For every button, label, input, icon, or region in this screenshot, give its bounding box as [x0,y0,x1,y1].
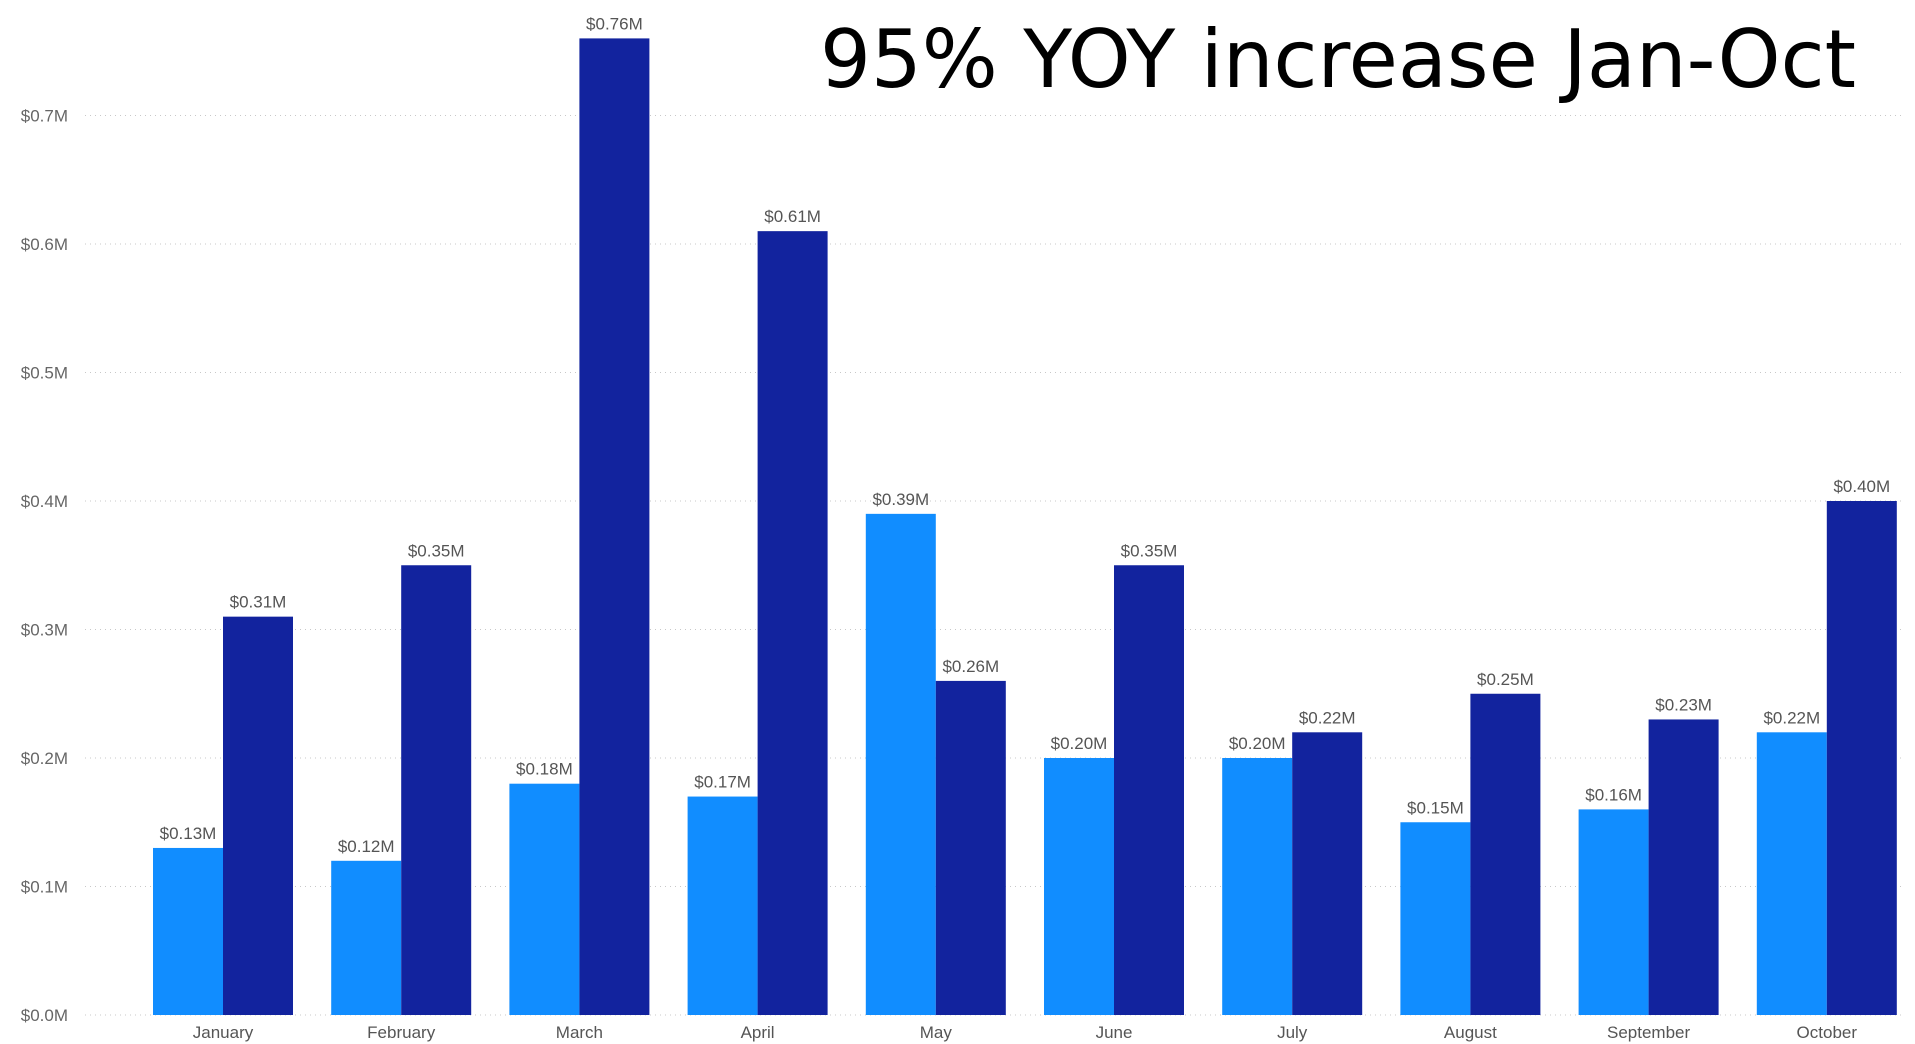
data-label: $0.17M [694,773,751,792]
data-label: $0.76M [586,14,643,33]
bar-january-series-1 [153,847,223,1015]
data-label: $0.16M [1585,785,1642,804]
data-label: $0.20M [1051,734,1108,753]
y-tick-label: $0.4M [21,492,68,511]
data-labels: $0.13M $0.31M $0.12M $0.35M $0.18M $0.76M $0.1… [160,14,1891,855]
x-category-label: March [556,1023,603,1042]
x-category-label: April [741,1023,775,1042]
bar-july-series-1 [1222,758,1293,1015]
bar-june-series-2 [1114,565,1184,1015]
bar-august-series-1 [1400,822,1471,1015]
y-axis: $0.0M $0.1M $0.2M $0.3M $0.4M $0.5M $0.6M $0.7M [21,107,68,1026]
chart-title: 95% YOY increase Jan-Oct [820,13,1856,106]
y-tick-label: $0.1M [21,878,68,897]
bar-october-series-1 [1756,732,1827,1015]
data-label: $0.61M [764,207,821,226]
x-category-label: October [1797,1023,1858,1042]
y-tick-label: $0.6M [21,235,68,254]
x-axis: January February March April May June July Augu… [193,1023,1858,1042]
data-label: $0.18M [516,760,573,779]
data-label: $0.22M [1763,708,1820,727]
x-category-label: June [1096,1023,1133,1042]
bars [153,38,1897,1015]
bar-march-series-1 [509,783,580,1015]
y-tick-label: $0.7M [21,107,68,126]
bar-january-series-2 [223,616,293,1015]
bar-september-series-1 [1578,809,1649,1015]
bar-april-series-1 [687,796,758,1015]
bar-august-series-2 [1470,693,1541,1015]
y-tick-label: $0.2M [21,749,68,768]
data-label: $0.15M [1407,798,1464,817]
bar-february-series-2 [401,565,472,1015]
data-label: $0.40M [1833,477,1890,496]
bar-september-series-2 [1648,719,1719,1015]
x-category-label: August [1444,1023,1497,1042]
bar-april-series-2 [757,231,828,1015]
data-label: $0.13M [160,824,217,843]
data-label: $0.25M [1477,670,1534,689]
bar-june-series-1 [1044,758,1114,1015]
data-label: $0.39M [872,490,929,509]
data-label: $0.20M [1229,734,1286,753]
y-tick-label: $0.0M [21,1006,68,1025]
bar-february-series-1 [331,860,402,1015]
data-label: $0.35M [408,541,465,560]
x-category-label: January [193,1023,254,1042]
x-category-label: May [920,1023,953,1042]
bar-july-series-2 [1292,732,1363,1015]
y-tick-label: $0.5M [21,364,68,383]
bar-october-series-2 [1826,501,1897,1015]
data-label: $0.31M [230,593,287,612]
x-category-label: February [367,1023,436,1042]
data-label: $0.26M [942,657,999,676]
data-label: $0.22M [1299,708,1356,727]
data-label: $0.35M [1121,541,1178,560]
bar-may-series-2 [935,680,1006,1015]
y-tick-label: $0.3M [21,621,68,640]
x-category-label: July [1277,1023,1308,1042]
x-category-label: September [1607,1023,1690,1042]
bar-may-series-1 [865,513,936,1015]
data-label: $0.12M [338,837,395,856]
data-label: $0.23M [1655,695,1712,714]
bar-march-series-2 [579,38,650,1015]
